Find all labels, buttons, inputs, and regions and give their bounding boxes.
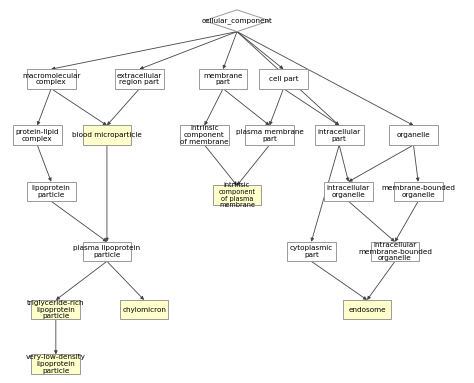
Bar — [31, 300, 80, 319]
Text: blood microparticle: blood microparticle — [72, 132, 142, 138]
Text: very-low-density
lipoprotein
particle: very-low-density lipoprotein particle — [26, 354, 86, 374]
Text: protein-lipid
complex: protein-lipid complex — [16, 129, 59, 142]
Text: macromolecular
complex: macromolecular complex — [22, 72, 81, 85]
Polygon shape — [204, 10, 270, 32]
Bar — [31, 354, 80, 374]
Bar — [389, 126, 438, 145]
Bar — [324, 182, 373, 201]
Text: cell part: cell part — [269, 76, 298, 82]
Bar — [343, 300, 392, 319]
Bar — [394, 182, 443, 201]
Bar — [287, 242, 336, 261]
Text: plasma lipoprotein
particle: plasma lipoprotein particle — [73, 245, 140, 258]
Text: triglyceride-rich
lipoprotein
particle: triglyceride-rich lipoprotein particle — [27, 300, 84, 319]
Text: plasma membrane
part: plasma membrane part — [236, 129, 303, 142]
Text: cellular_component: cellular_component — [201, 17, 273, 24]
Text: intracellular
organelle: intracellular organelle — [327, 185, 370, 198]
Bar — [13, 126, 62, 145]
Bar — [371, 242, 419, 261]
Bar — [315, 126, 364, 145]
Bar — [259, 69, 308, 88]
Text: endosome: endosome — [348, 307, 386, 313]
Text: membrane-bounded
organelle: membrane-bounded organelle — [381, 185, 455, 198]
Text: intracellular
membrane-bounded
organelle: intracellular membrane-bounded organelle — [358, 242, 432, 261]
Bar — [115, 69, 164, 88]
Text: intracellular
part: intracellular part — [318, 129, 361, 142]
Text: chylomicron: chylomicron — [122, 307, 166, 313]
Text: lipoprotein
particle: lipoprotein particle — [32, 185, 71, 198]
Text: intrinsic
component
of plasma
membrane: intrinsic component of plasma membrane — [219, 182, 255, 208]
Text: intrinsic
component
of membrane: intrinsic component of membrane — [180, 126, 229, 145]
Bar — [120, 300, 168, 319]
Bar — [180, 126, 229, 145]
Text: cytoplasmic
part: cytoplasmic part — [290, 245, 333, 258]
Bar — [27, 182, 75, 201]
Text: organelle: organelle — [397, 132, 430, 138]
Bar — [199, 69, 247, 88]
Bar — [213, 185, 261, 205]
Text: extracellular
region part: extracellular region part — [117, 72, 162, 85]
Text: membrane
part: membrane part — [203, 72, 243, 85]
Bar — [27, 69, 75, 88]
Bar — [82, 242, 131, 261]
Bar — [82, 126, 131, 145]
Bar — [245, 126, 294, 145]
